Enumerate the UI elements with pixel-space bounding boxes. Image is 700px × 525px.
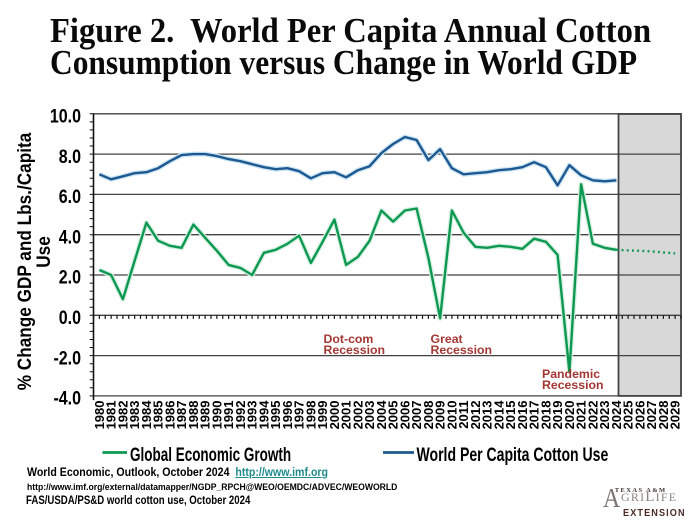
svg-text:2004: 2004 — [374, 400, 389, 430]
svg-text:2027: 2027 — [644, 401, 659, 430]
svg-text:2028: 2028 — [656, 401, 671, 430]
svg-text:World Per Capita Cotton Use: World Per Capita Cotton Use — [417, 444, 609, 466]
svg-text:Recession: Recession — [431, 343, 493, 357]
svg-text:1990: 1990 — [210, 401, 225, 430]
svg-text:Dot-com: Dot-com — [324, 332, 374, 346]
svg-text:2014: 2014 — [492, 400, 507, 430]
svg-text:2020: 2020 — [562, 401, 577, 430]
svg-text:1995: 1995 — [268, 401, 283, 430]
svg-text:Recession: Recession — [324, 343, 386, 357]
svg-text:1989: 1989 — [198, 401, 213, 430]
svg-text:2012: 2012 — [468, 401, 483, 430]
svg-text:2017: 2017 — [527, 401, 542, 430]
svg-text:1983: 1983 — [127, 401, 142, 430]
svg-text:1999: 1999 — [315, 401, 330, 430]
svg-text:2010: 2010 — [445, 401, 460, 430]
svg-text:2002: 2002 — [351, 401, 366, 430]
svg-text:2007: 2007 — [409, 401, 424, 430]
svg-text:Global Economic Growth: Global Economic Growth — [130, 445, 291, 466]
svg-text:2022: 2022 — [586, 401, 601, 430]
svg-text:1994: 1994 — [257, 400, 272, 430]
svg-text:2023: 2023 — [597, 401, 612, 430]
svg-text:2011: 2011 — [456, 401, 471, 429]
svg-text:2016: 2016 — [515, 401, 530, 430]
svg-text:1996: 1996 — [280, 401, 295, 430]
svg-text:Use: Use — [33, 236, 54, 268]
svg-text:6.0: 6.0 — [59, 186, 81, 208]
svg-text:2024: 2024 — [609, 400, 624, 430]
svg-text:1993: 1993 — [245, 401, 260, 430]
svg-text:0.0: 0.0 — [59, 307, 81, 329]
svg-text:2026: 2026 — [633, 401, 648, 430]
svg-text:1982: 1982 — [116, 401, 131, 430]
svg-text:2029: 2029 — [668, 401, 683, 430]
svg-text:2003: 2003 — [362, 401, 377, 430]
svg-text:Great: Great — [431, 332, 463, 346]
svg-text:2000: 2000 — [327, 401, 342, 430]
svg-text:-4.0: -4.0 — [53, 387, 81, 409]
svg-text:2018: 2018 — [539, 401, 554, 430]
svg-text:-2.0: -2.0 — [53, 347, 81, 369]
svg-text:% Change GDP and Lbs./Capita: % Change GDP and Lbs./Capita — [14, 132, 35, 390]
svg-text:10.0: 10.0 — [50, 105, 81, 127]
svg-text:1991: 1991 — [221, 401, 236, 430]
svg-text:2001: 2001 — [339, 401, 354, 430]
svg-text:1980: 1980 — [92, 401, 107, 430]
svg-text:1992: 1992 — [233, 401, 248, 430]
svg-text:2009: 2009 — [433, 401, 448, 430]
svg-text:2008: 2008 — [421, 401, 436, 430]
svg-text:Recession: Recession — [542, 378, 604, 392]
svg-text:1984: 1984 — [139, 400, 154, 430]
svg-text:4.0: 4.0 — [59, 226, 81, 248]
svg-text:2005: 2005 — [386, 401, 401, 430]
svg-text:1985: 1985 — [151, 401, 166, 430]
svg-text:2013: 2013 — [480, 401, 495, 430]
svg-text:2021: 2021 — [574, 401, 589, 430]
svg-text:2.0: 2.0 — [59, 266, 81, 288]
svg-text:2015: 2015 — [503, 401, 518, 430]
svg-text:Pandemic: Pandemic — [542, 367, 600, 381]
svg-text:1997: 1997 — [292, 401, 307, 430]
svg-text:2025: 2025 — [621, 401, 636, 430]
svg-text:1986: 1986 — [163, 401, 178, 430]
svg-text:8.0: 8.0 — [59, 145, 81, 167]
svg-text:2006: 2006 — [398, 401, 413, 430]
svg-text:1987: 1987 — [174, 401, 189, 430]
svg-text:2019: 2019 — [550, 401, 565, 430]
svg-text:1981: 1981 — [104, 401, 119, 430]
svg-text:1988: 1988 — [186, 401, 201, 430]
svg-text:1998: 1998 — [304, 401, 319, 430]
